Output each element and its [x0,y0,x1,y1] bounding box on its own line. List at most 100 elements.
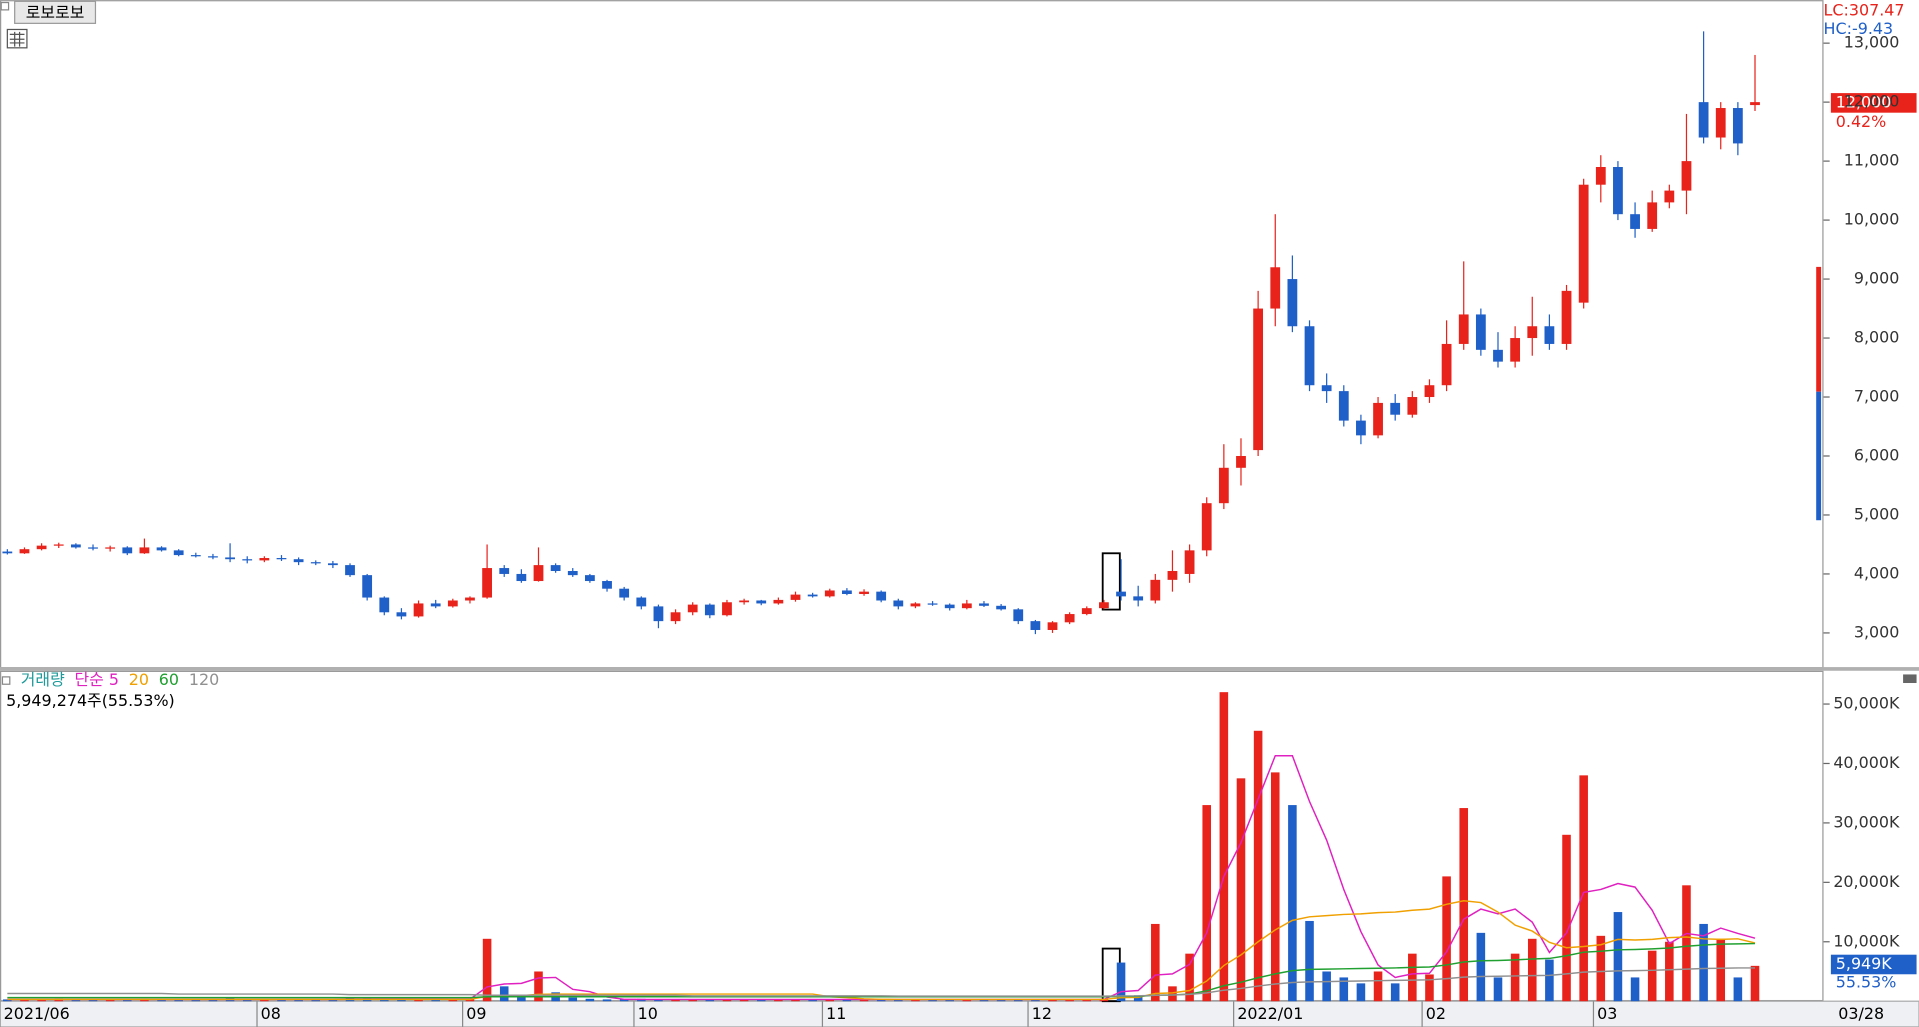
candle-body [53,544,64,546]
candle-body [1681,161,1692,191]
candle-body [807,594,818,597]
panel-icon [1,676,11,685]
candle-body [550,565,561,572]
candle-body [602,581,612,589]
x-tick-label: 02 [1426,1004,1446,1023]
close-icon[interactable] [1903,674,1917,684]
last-price-box [1830,93,1917,113]
volume-bar [157,999,166,1002]
volume-bar [37,999,46,1002]
candle-body [2,551,13,554]
volume-bar [1716,938,1726,1002]
candle-body [310,562,321,564]
volume-bar [1373,971,1383,1002]
volume-bar [756,999,766,1002]
candle-body [1458,314,1469,344]
volume-bar [414,999,423,1002]
y-tick-label: 40,000K [1833,753,1900,772]
candle-body [1373,402,1383,436]
volume-bar [1647,950,1657,1002]
y-tick-label: 8,000 [1854,328,1900,347]
candle-body [1218,467,1229,504]
volume-bar [1168,986,1177,1002]
candle-body [156,547,167,551]
candle-body [1630,214,1640,229]
candle-body [1047,622,1058,630]
candle-body [636,597,647,607]
volume-bar [499,986,509,1002]
volume-bar [448,999,458,1002]
candle-body [773,599,784,604]
y-tick-label: 5,000 [1854,504,1900,523]
volume-bar [774,999,783,1002]
candle-body [1732,108,1743,144]
x-tick-label: 08 [261,1004,281,1023]
y-tick-label: 30,000K [1833,812,1900,831]
candle-body [1116,591,1126,597]
volume-bar [1133,995,1143,1002]
candle-body [70,544,81,548]
volume-bar [1442,876,1451,1002]
volume-bar [859,999,869,1002]
volume-bar [1596,935,1606,1002]
volume-bar [482,938,492,1002]
volume-legend: 거래량 단순 5 20 60 120 [21,670,219,689]
volume-bar [825,999,835,1002]
volume-bar [3,999,12,1002]
candle-body [1287,279,1298,327]
volume-bar [722,999,732,1002]
volume-bar [174,999,183,1002]
x-axis-strip [0,1000,1919,1027]
volume-bar [260,999,269,1002]
volume-bar [842,999,852,1002]
volume-bar [105,999,115,1002]
candle-body [567,571,578,576]
volume-bar [1013,999,1023,1002]
candle-body [276,558,287,560]
candle-body [1338,391,1349,421]
y-tick-label: 50,000K [1833,694,1900,713]
volume-bar [328,999,338,1002]
legend-entry: 60 [159,670,179,689]
candle-body [173,550,184,556]
volume-bar [1048,999,1057,1002]
candle-body [533,565,544,582]
volume-bar [122,999,132,1002]
volume-bar [1390,983,1400,1002]
candle-body [1081,608,1092,615]
volume-bar [1665,941,1674,1002]
volume-bar [431,999,440,1002]
last-date-label: 03/28 [1838,1004,1884,1023]
volume-bar [1682,885,1691,1002]
candle-body [293,559,304,563]
candle-body [739,600,749,603]
y-tick-label: 12,000 [1844,92,1900,111]
volume-bar [1408,953,1417,1002]
volume-bar [1459,808,1469,1002]
candle-body [362,575,373,598]
candle-body [756,600,767,604]
candle-body [1013,609,1024,622]
volume-bar [71,999,81,1002]
candle-body [910,603,921,607]
candle-body [859,591,869,595]
title-box [14,0,97,24]
volume-bar [20,999,29,1002]
volume-bar [1699,923,1708,1002]
volume-bar [585,998,595,1002]
candle-body [242,559,253,561]
volume-bar [619,999,629,1002]
moving-average-line [7,967,1756,997]
candle-body [1150,579,1161,601]
table-icon-grid [9,31,25,47]
candle-body [944,604,955,609]
volume-bar [945,999,954,1002]
volume-bar [1613,912,1623,1002]
panel-divider [0,667,1919,671]
volume-bar [1476,932,1486,1002]
candle-body [1407,397,1418,415]
volume-bar [1305,920,1314,1002]
candle-body [499,568,510,574]
candle-body [653,606,664,622]
